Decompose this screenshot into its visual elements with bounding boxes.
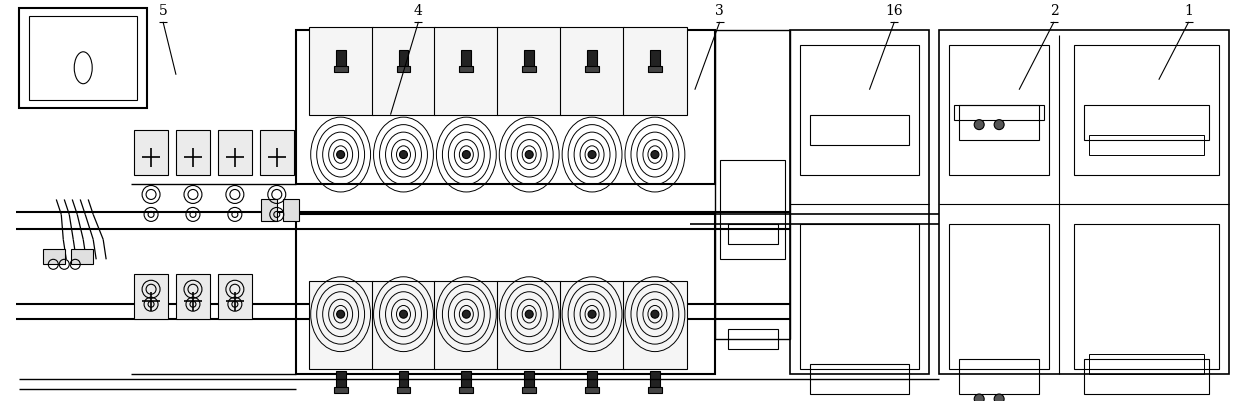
- Circle shape: [399, 310, 408, 318]
- Bar: [585, 67, 599, 73]
- Bar: [622, 282, 687, 369]
- Bar: [800, 46, 919, 175]
- Bar: [398, 51, 408, 69]
- Circle shape: [975, 394, 985, 401]
- Bar: [372, 28, 435, 115]
- Bar: [522, 67, 536, 73]
- Bar: [728, 329, 777, 349]
- Bar: [398, 371, 408, 389]
- Bar: [649, 387, 662, 393]
- Circle shape: [526, 310, 533, 318]
- Circle shape: [526, 151, 533, 159]
- Bar: [1074, 225, 1219, 369]
- Circle shape: [588, 151, 596, 159]
- Bar: [336, 51, 346, 69]
- Bar: [1074, 46, 1219, 175]
- Bar: [955, 105, 1044, 120]
- Bar: [497, 28, 562, 115]
- Bar: [134, 275, 169, 319]
- Text: 2: 2: [1049, 4, 1059, 18]
- Circle shape: [975, 120, 985, 130]
- Bar: [939, 31, 1229, 374]
- Bar: [587, 51, 596, 69]
- Bar: [950, 225, 1049, 369]
- Text: 5: 5: [159, 4, 167, 18]
- Text: 1: 1: [1184, 4, 1193, 18]
- Text: 4: 4: [414, 4, 423, 18]
- Bar: [434, 282, 498, 369]
- Bar: [459, 387, 474, 393]
- Bar: [719, 160, 785, 260]
- Bar: [622, 28, 687, 115]
- Bar: [560, 282, 624, 369]
- Bar: [960, 359, 1039, 394]
- Bar: [790, 31, 929, 374]
- Bar: [650, 51, 660, 69]
- Bar: [1089, 354, 1204, 374]
- Bar: [71, 250, 93, 265]
- Bar: [397, 67, 410, 73]
- Bar: [728, 225, 777, 245]
- Bar: [334, 67, 347, 73]
- Circle shape: [994, 394, 1004, 401]
- Bar: [309, 282, 372, 369]
- Bar: [295, 31, 714, 185]
- Bar: [309, 28, 372, 115]
- Circle shape: [463, 151, 470, 159]
- Bar: [1084, 105, 1209, 140]
- Bar: [587, 371, 596, 389]
- Circle shape: [399, 151, 408, 159]
- Bar: [649, 67, 662, 73]
- Bar: [260, 130, 294, 175]
- Text: 3: 3: [715, 4, 724, 18]
- Bar: [461, 371, 471, 389]
- Bar: [176, 275, 210, 319]
- Bar: [525, 371, 534, 389]
- Circle shape: [651, 310, 658, 318]
- Bar: [525, 51, 534, 69]
- Bar: [560, 28, 624, 115]
- Bar: [283, 200, 299, 222]
- Bar: [20, 9, 148, 108]
- Bar: [810, 115, 909, 145]
- Bar: [218, 130, 252, 175]
- Bar: [960, 105, 1039, 140]
- Bar: [714, 31, 790, 339]
- Bar: [397, 387, 410, 393]
- Bar: [336, 371, 346, 389]
- Bar: [800, 225, 919, 369]
- Bar: [43, 250, 66, 265]
- Bar: [334, 387, 347, 393]
- Circle shape: [588, 310, 596, 318]
- Bar: [461, 51, 471, 69]
- Bar: [585, 387, 599, 393]
- Bar: [260, 200, 277, 222]
- Bar: [1089, 135, 1204, 155]
- Bar: [650, 371, 660, 389]
- Bar: [497, 282, 562, 369]
- Bar: [134, 130, 169, 175]
- Circle shape: [463, 310, 470, 318]
- Circle shape: [651, 151, 658, 159]
- Bar: [810, 364, 909, 394]
- Circle shape: [336, 310, 345, 318]
- Text: 16: 16: [885, 4, 903, 18]
- Bar: [1084, 359, 1209, 394]
- Bar: [434, 28, 498, 115]
- Bar: [295, 215, 714, 374]
- Circle shape: [994, 120, 1004, 130]
- Bar: [176, 130, 210, 175]
- Circle shape: [336, 151, 345, 159]
- Bar: [950, 46, 1049, 175]
- Bar: [459, 67, 474, 73]
- Bar: [30, 17, 138, 100]
- Bar: [522, 387, 536, 393]
- Bar: [372, 282, 435, 369]
- Bar: [218, 275, 252, 319]
